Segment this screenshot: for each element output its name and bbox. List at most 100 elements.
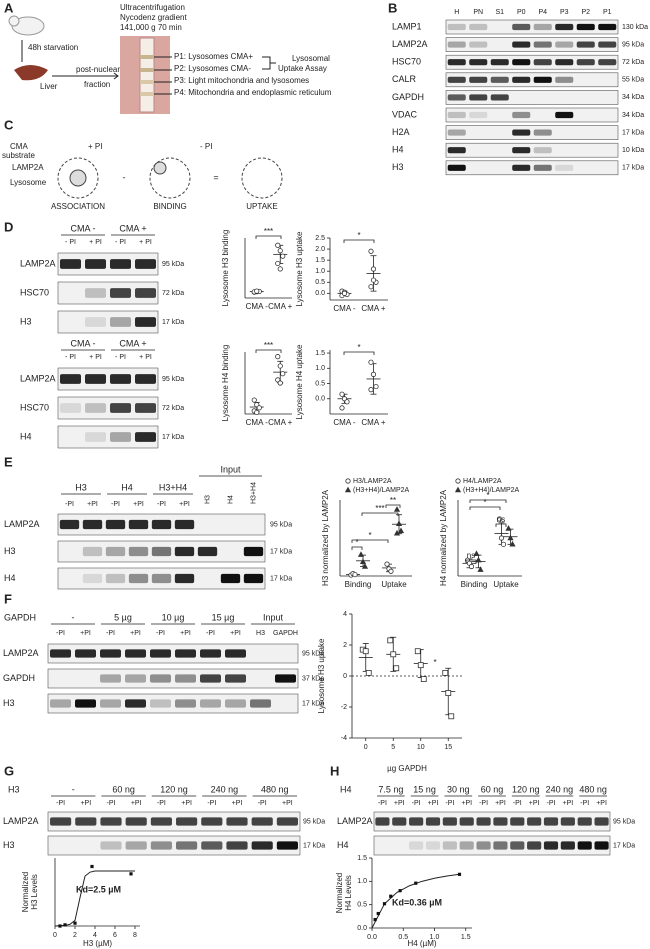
lane-label: +PI	[130, 630, 141, 637]
label: Uptake Assay	[278, 64, 327, 73]
lane-label: -PI	[207, 800, 216, 807]
blot-band	[110, 259, 131, 269]
lane-label: P1	[603, 9, 612, 16]
blot-band	[151, 519, 172, 530]
y-axis-title: H3 Levels	[30, 874, 39, 910]
blot-band	[135, 432, 156, 442]
blot-band	[447, 76, 466, 83]
data-point	[339, 391, 345, 397]
data-point	[384, 561, 390, 567]
blot-strip	[47, 811, 301, 832]
data-point	[256, 405, 262, 411]
blot-band	[175, 674, 196, 683]
protein-label: LAMP2A	[392, 39, 428, 49]
annotation: Kd=0.36 µM	[392, 897, 442, 907]
y-tick-label: -2	[341, 704, 347, 711]
data-point	[417, 662, 424, 669]
blot-band	[275, 674, 296, 683]
blot-band	[447, 111, 466, 119]
kda-label: 17 kDa	[622, 129, 644, 136]
lane-label: + PI	[139, 239, 152, 246]
tube	[139, 37, 155, 113]
lane-label: + PI	[139, 354, 152, 361]
blot-band	[75, 649, 96, 658]
liver-icon	[14, 65, 48, 81]
lane-label: - PI	[65, 239, 76, 246]
data-point	[395, 520, 403, 526]
blot-band	[174, 519, 195, 530]
lane-label: +PI	[230, 630, 241, 637]
blot-band	[527, 817, 542, 826]
data-point	[352, 571, 358, 578]
blot-band	[50, 817, 72, 826]
y-tick-label: 1.0	[315, 365, 325, 372]
blot-band	[150, 699, 171, 708]
blot-strip	[57, 425, 159, 449]
group-label: Input	[263, 612, 284, 622]
data-point	[73, 921, 77, 925]
lane-label: P2	[581, 9, 590, 16]
protein-label: H3	[20, 316, 32, 326]
data-point	[344, 399, 350, 405]
data-point	[398, 889, 402, 893]
significance-bracket	[255, 235, 282, 239]
protein-label: H3	[4, 546, 16, 556]
lane-label: +PI	[232, 800, 243, 807]
x-tick-label: 4	[93, 932, 97, 939]
y-axis-title: H3 normalized by LAMP2A	[321, 489, 330, 586]
blot-band	[105, 546, 126, 557]
lane-label: -PI	[106, 630, 115, 637]
lane-label: +PI	[179, 501, 190, 508]
kda-label: 55 kDa	[622, 77, 644, 84]
data-point	[129, 872, 133, 876]
blot-strip	[445, 72, 619, 88]
label: Nycodenz gradient	[120, 13, 187, 22]
y-axis-title: Lysosome H3 uptake	[317, 638, 326, 713]
blot-band	[490, 94, 509, 101]
data-point	[477, 566, 484, 572]
lane-label: +PI	[131, 800, 142, 807]
blot-band	[150, 649, 171, 658]
blot-band	[447, 23, 466, 31]
operator: =	[213, 172, 218, 182]
lane-label: H3	[204, 495, 211, 504]
data-point	[473, 550, 480, 557]
lane-label: PN	[473, 9, 483, 16]
blot-band	[110, 432, 131, 442]
kda-label: 17 kDa	[270, 548, 292, 555]
blot-band	[598, 23, 617, 31]
blot-band	[459, 841, 474, 850]
lane-label: +PI	[133, 501, 144, 508]
significance-bracket	[351, 539, 389, 543]
significance-bracket	[343, 351, 375, 355]
group-label: H3+H4	[159, 482, 187, 492]
blot-band	[176, 841, 198, 850]
protein-label: H2A	[392, 127, 410, 137]
blot-band	[555, 59, 574, 66]
blot-band	[59, 519, 80, 530]
y-tick-label: -4	[341, 735, 347, 742]
blot-band	[100, 841, 122, 850]
x-category-label: CMA -	[246, 418, 269, 427]
panel-letter: C	[4, 117, 14, 132]
significance-label: ns	[497, 515, 505, 524]
blot-band	[576, 41, 595, 48]
group-label: 7.5 ng	[378, 784, 403, 794]
label: LAMP2A	[12, 163, 44, 172]
data-point	[498, 535, 505, 541]
blot-band	[135, 374, 156, 384]
blot-band	[85, 259, 106, 269]
blot-band	[225, 674, 246, 683]
data-point	[254, 409, 260, 416]
blot-strip	[57, 396, 159, 420]
panel-letter: H	[330, 763, 339, 778]
blot-band	[85, 432, 106, 442]
blot-band	[125, 817, 147, 826]
operator: -	[123, 172, 126, 182]
blot-band	[125, 699, 146, 708]
x-tick-label: 0	[364, 744, 368, 751]
blot-band	[490, 59, 509, 66]
protein-label: H3	[3, 840, 15, 850]
lane-label: -PI	[445, 800, 454, 807]
x-category-label: CMA +	[268, 302, 293, 311]
